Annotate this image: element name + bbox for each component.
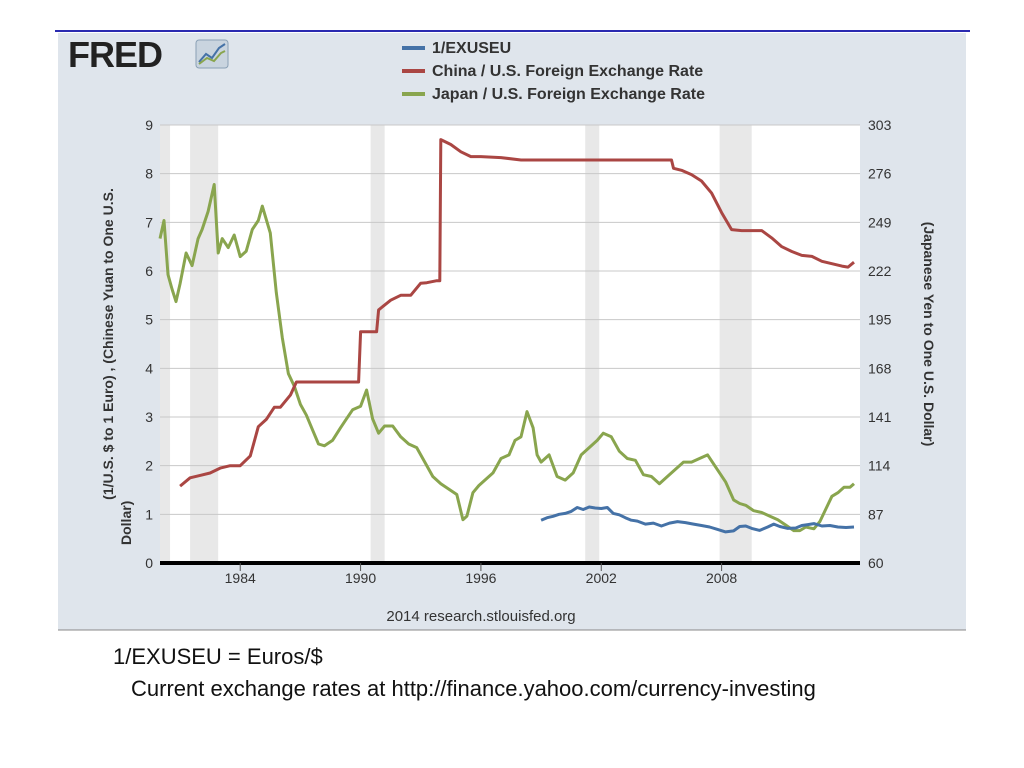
left-tick-label: 0 <box>145 555 153 571</box>
source-credit: 2014 research.stlouisfed.org <box>386 608 575 625</box>
right-tick-label: 60 <box>868 555 884 571</box>
caption-yahoo-link[interactable]: Current exchange rates at http://finance… <box>131 676 816 701</box>
x-axis-ticks: 1984 1990 1996 2002 2008 <box>225 563 737 586</box>
left-axis-ticks: 0 1 2 3 4 5 6 7 8 9 <box>145 117 153 571</box>
right-tick-label: 303 <box>868 117 892 133</box>
series-line-2 <box>158 183 856 533</box>
right-tick-label: 222 <box>868 263 892 279</box>
recession-bands <box>160 125 752 563</box>
right-tick-label: 168 <box>868 360 892 376</box>
series-line-1 <box>179 138 855 488</box>
gridlines <box>160 124 860 515</box>
right-tick-label: 249 <box>868 214 892 230</box>
right-tick-label: 276 <box>868 166 892 182</box>
x-tick-label: 2002 <box>586 570 617 586</box>
left-tick-label: 8 <box>145 166 153 182</box>
series-line-0 <box>540 505 855 534</box>
fred-chart-icon <box>195 39 229 69</box>
left-tick-label: 4 <box>145 360 153 376</box>
right-tick-label: 195 <box>868 312 892 328</box>
series-lines <box>158 138 856 534</box>
recession-band <box>719 125 752 563</box>
top-accent-line <box>55 30 970 32</box>
plot-background <box>160 125 860 563</box>
left-tick-label: 1 <box>145 506 153 522</box>
fred-logo: FRED <box>68 34 229 75</box>
x-tick-label: 2008 <box>706 570 737 586</box>
x-tick-label: 1990 <box>345 570 376 586</box>
legend: 1/EXUSEU China / U.S. Foreign Exchange Ra… <box>402 40 705 103</box>
legend-label: 1/EXUSEU <box>432 40 511 57</box>
left-tick-label: 7 <box>145 214 153 230</box>
caption-exuseu: 1/EXUSEU = Euros/$ <box>113 644 323 669</box>
left-tick-label: 9 <box>145 117 153 133</box>
fred-logo-text: FRED <box>68 34 162 75</box>
left-tick-label: 6 <box>145 263 153 279</box>
left-tick-label: 2 <box>145 458 153 474</box>
left-tick-label: 3 <box>145 409 153 425</box>
right-tick-label: 141 <box>868 409 892 425</box>
left-axis-title: (1/U.S. $ to 1 Euro) , (Chinese Yuan to … <box>100 188 134 545</box>
right-axis-title: (Japanese Yen to One U.S. Dollar) <box>921 222 937 447</box>
left-tick-label: 5 <box>145 312 153 328</box>
right-tick-label: 114 <box>868 458 891 474</box>
recession-band <box>585 125 600 563</box>
legend-label: China / U.S. Foreign Exchange Rate <box>432 63 703 80</box>
x-tick-label: 1996 <box>465 570 496 586</box>
right-tick-label: 87 <box>868 506 884 522</box>
recession-band <box>370 125 385 563</box>
fred-chart: FRED 1/EXUSEU China / U.S. Foreign Exchan… <box>55 30 970 631</box>
legend-label: Japan / U.S. Foreign Exchange Rate <box>432 86 705 103</box>
x-tick-label: 1984 <box>225 570 256 586</box>
recession-band <box>160 125 171 563</box>
right-axis-ticks: 60 87 114 141 168 195 222 249 276 303 <box>868 117 892 571</box>
